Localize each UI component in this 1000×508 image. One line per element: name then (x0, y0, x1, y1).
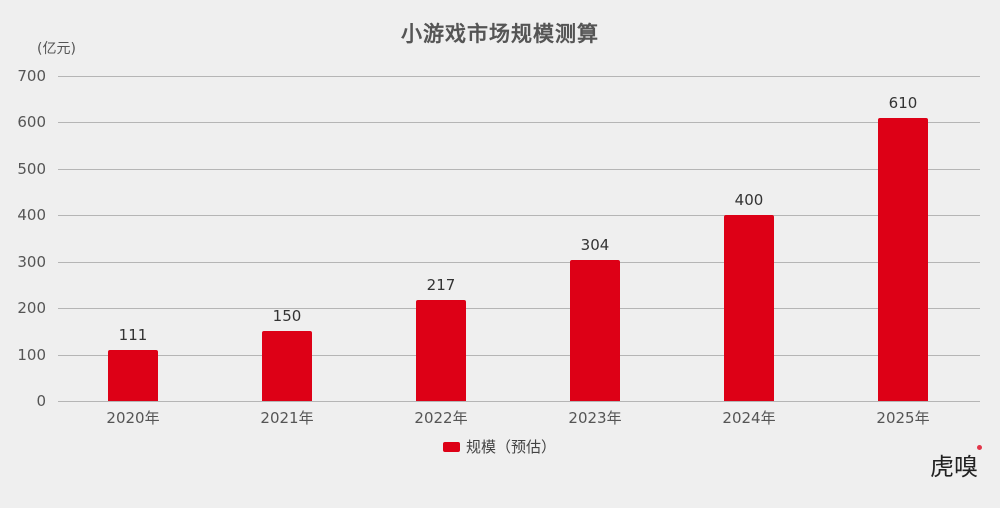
bar-2021 (262, 331, 312, 401)
gridline-400 (58, 215, 980, 216)
bar-value-label: 111 (118, 326, 148, 344)
gridline-200 (58, 308, 980, 309)
y-tick: 200 (17, 299, 46, 317)
chart-title: 小游戏市场规模测算 (401, 22, 599, 46)
bar-2023 (570, 260, 620, 401)
gridline-0 (58, 401, 980, 402)
plot-area (58, 0, 980, 508)
watermark-logo: 虎嗅 (930, 445, 982, 482)
y-tick: 700 (17, 67, 46, 85)
y-axis-unit-label: (亿元) (37, 41, 76, 57)
x-tick: 2021年 (260, 409, 314, 427)
x-tick: 2023年 (568, 409, 622, 427)
legend-swatch (443, 441, 460, 452)
y-tick: 500 (17, 160, 46, 178)
gridline-500 (58, 169, 980, 170)
y-tick: 300 (17, 253, 46, 271)
y-tick: 100 (17, 346, 46, 364)
bar-value-label: 150 (272, 307, 302, 325)
bar-2022 (416, 300, 466, 401)
bar-value-label: 610 (888, 94, 918, 112)
legend: 规模（预估） (443, 436, 556, 457)
gridline-700 (58, 76, 980, 77)
bar-2020 (108, 350, 158, 401)
y-tick: 400 (17, 206, 46, 224)
bar-value-label: 400 (734, 191, 764, 209)
watermark-text: 虎嗅 (930, 453, 978, 481)
y-tick: 0 (36, 392, 46, 410)
gridline-600 (58, 122, 980, 123)
legend-label: 规模（预估） (466, 438, 557, 456)
bar-2025 (878, 118, 928, 401)
y-tick: 600 (17, 113, 46, 131)
bar-2024 (724, 215, 774, 401)
x-tick: 2022年 (414, 409, 468, 427)
bar-value-label: 304 (580, 236, 610, 254)
gridline-300 (58, 262, 980, 263)
x-tick: 2024年 (722, 409, 776, 427)
x-tick: 2020年 (106, 409, 160, 427)
x-tick: 2025年 (876, 409, 930, 427)
bar-value-label: 217 (426, 276, 456, 294)
gridline-100 (58, 355, 980, 356)
logo-dot-icon (977, 445, 982, 450)
